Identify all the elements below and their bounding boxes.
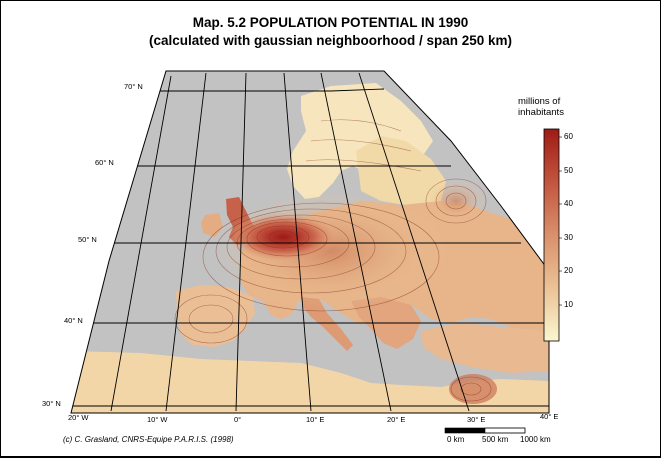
legend-title: millions of inhabitants [518,96,564,118]
lat-label-30n: 30° N [42,399,61,408]
legend-tick-30: 30 [564,233,573,242]
scale-label-0: 0 km [447,435,465,444]
legend-tick-10: 10 [564,300,573,309]
map-title: Map. 5.2 POPULATION POTENTIAL IN 1990 [192,15,469,30]
map-frame [70,70,550,414]
map-body [71,71,549,413]
legend-color-bar [543,128,560,342]
italy-land [301,297,353,351]
graticule-lines [71,72,549,412]
iberia-land [176,285,255,347]
legend-tick-40: 40 [564,199,573,208]
baltic-land [356,136,446,206]
lat-label-60n: 60° N [95,158,114,167]
lat-label-50n: 50° N [78,235,97,244]
legend-title-line1: millions of [518,96,561,107]
legend-title-line2: inhabitants [518,107,564,118]
lon-label-20w: 20° W [68,413,89,422]
credit-text: (c) C. Grasland, CNRS-Equipe P.A.R.I.S. … [63,435,234,444]
legend-tick-50: 50 [564,166,573,175]
nile-density [449,374,497,404]
lat-label-40n: 40° N [64,316,83,325]
lon-label-10e: 10° E [306,415,325,424]
north-africa-land [71,351,549,413]
legend-tick-marks [559,136,562,306]
lat-label-70n: 70° N [124,82,143,91]
lon-label-10w: 10° W [147,415,168,424]
lon-label-30e: 30° E [467,415,486,424]
lon-label-20e: 20° E [387,415,406,424]
scale-label-1000: 1000 km [520,435,551,444]
lon-label-40e: 40° E [540,412,559,421]
scale-bar [444,427,526,434]
lon-label-0: 0° [234,415,242,424]
moscow-density [426,179,486,223]
scale-label-500: 500 km [482,435,509,444]
legend-tick-20: 20 [564,266,573,275]
map-subtitle: (calculated with gaussian neighboorhood … [148,33,513,48]
legend-tick-60: 60 [564,132,573,141]
